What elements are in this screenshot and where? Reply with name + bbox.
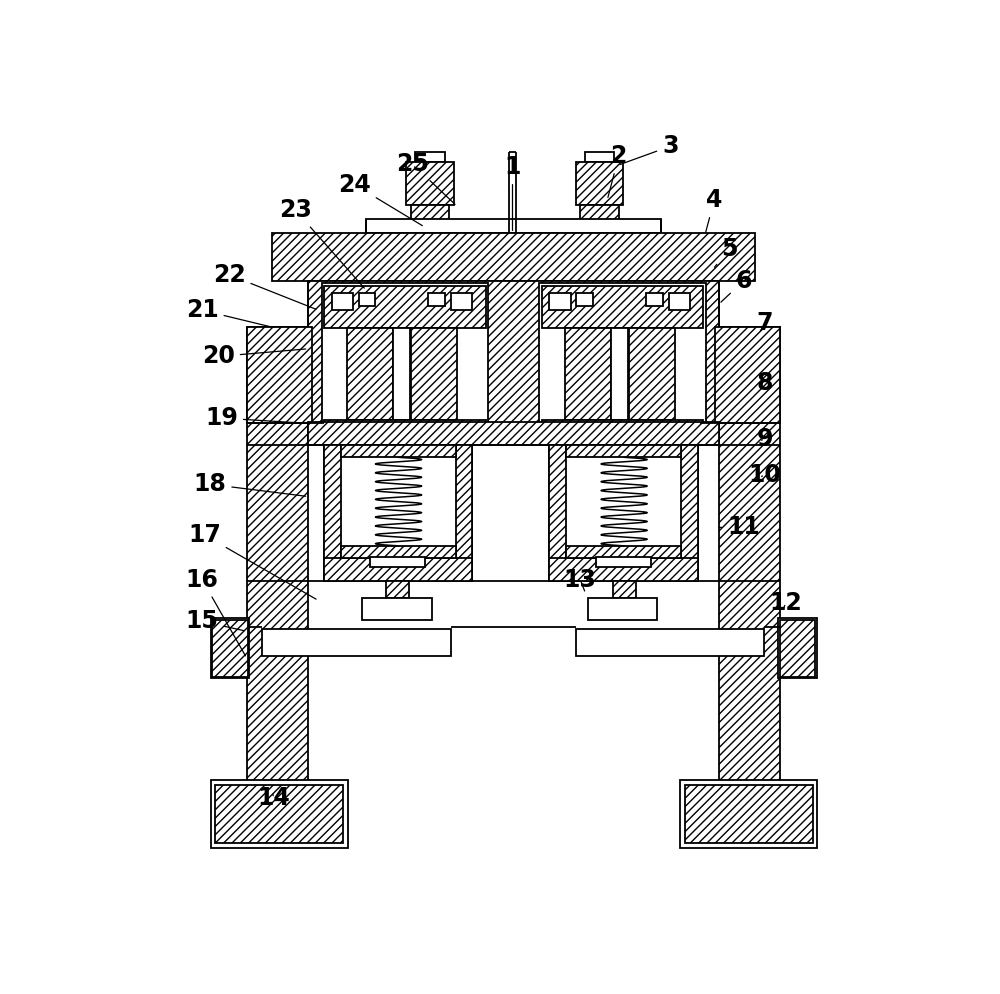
Bar bbox=[542, 420, 703, 435]
Bar bbox=[549, 445, 566, 581]
Bar bbox=[215, 784, 343, 843]
Bar bbox=[629, 328, 675, 420]
Bar bbox=[715, 327, 780, 423]
Bar bbox=[324, 445, 341, 581]
Bar bbox=[588, 598, 657, 620]
Bar bbox=[324, 420, 486, 435]
Bar bbox=[341, 546, 456, 559]
Text: 4: 4 bbox=[706, 188, 722, 232]
Bar bbox=[341, 445, 456, 457]
Text: 7: 7 bbox=[757, 311, 773, 335]
Bar bbox=[451, 293, 472, 310]
Text: 3: 3 bbox=[620, 134, 679, 165]
Bar bbox=[646, 293, 663, 305]
Text: 22: 22 bbox=[213, 262, 316, 309]
Bar bbox=[549, 559, 698, 581]
Text: 8: 8 bbox=[757, 371, 773, 395]
Bar bbox=[585, 152, 614, 162]
Text: 20: 20 bbox=[202, 345, 306, 369]
Text: 17: 17 bbox=[188, 523, 316, 599]
Bar bbox=[542, 285, 703, 328]
Text: 16: 16 bbox=[186, 568, 245, 656]
Bar bbox=[576, 629, 764, 656]
Bar bbox=[262, 629, 451, 656]
Bar bbox=[358, 293, 375, 305]
Bar bbox=[272, 234, 755, 281]
Text: 23: 23 bbox=[279, 198, 364, 288]
Text: 10: 10 bbox=[749, 463, 781, 487]
Bar bbox=[613, 581, 636, 598]
Bar bbox=[332, 293, 353, 310]
Bar bbox=[680, 780, 817, 848]
Bar bbox=[576, 293, 593, 305]
Bar bbox=[211, 618, 249, 678]
Bar bbox=[415, 152, 445, 162]
Bar bbox=[539, 283, 706, 423]
Bar bbox=[211, 780, 348, 848]
Bar bbox=[247, 327, 308, 781]
Bar bbox=[366, 220, 661, 234]
Bar bbox=[411, 205, 449, 234]
Bar bbox=[549, 293, 571, 310]
Text: 5: 5 bbox=[714, 237, 738, 267]
Bar bbox=[681, 445, 698, 581]
Text: 18: 18 bbox=[193, 472, 306, 496]
Text: 24: 24 bbox=[338, 173, 422, 226]
Bar bbox=[324, 559, 472, 581]
Text: 6: 6 bbox=[721, 269, 752, 302]
Bar bbox=[308, 421, 719, 445]
Bar bbox=[370, 557, 425, 568]
Text: 12: 12 bbox=[769, 590, 802, 615]
Text: 2: 2 bbox=[608, 144, 627, 198]
Text: 9: 9 bbox=[757, 426, 773, 451]
Bar bbox=[247, 327, 312, 423]
Bar bbox=[324, 285, 486, 328]
Bar bbox=[212, 620, 248, 677]
Text: 13: 13 bbox=[564, 568, 597, 591]
Bar bbox=[411, 328, 457, 420]
Text: 19: 19 bbox=[205, 406, 306, 430]
Bar bbox=[308, 281, 719, 423]
Bar bbox=[565, 328, 611, 420]
Bar bbox=[347, 328, 393, 420]
Text: 1: 1 bbox=[504, 155, 521, 231]
Bar bbox=[780, 620, 815, 677]
Text: 14: 14 bbox=[257, 786, 290, 810]
Bar bbox=[580, 205, 619, 234]
Bar bbox=[566, 546, 681, 559]
Bar bbox=[685, 784, 813, 843]
Text: 15: 15 bbox=[186, 609, 244, 633]
Bar bbox=[324, 445, 472, 581]
Bar bbox=[386, 581, 409, 598]
Bar bbox=[778, 618, 817, 678]
Text: 21: 21 bbox=[186, 298, 270, 326]
Bar bbox=[322, 283, 488, 423]
Bar bbox=[428, 293, 445, 305]
Text: 11: 11 bbox=[719, 515, 760, 540]
Bar bbox=[393, 328, 410, 420]
Text: 25: 25 bbox=[396, 152, 455, 205]
Bar bbox=[596, 557, 651, 568]
Bar bbox=[406, 162, 454, 205]
Bar bbox=[566, 445, 681, 457]
Bar bbox=[611, 328, 628, 420]
Bar bbox=[549, 445, 698, 581]
Bar bbox=[456, 445, 472, 581]
Bar bbox=[669, 293, 690, 310]
Bar bbox=[362, 598, 432, 620]
Bar bbox=[719, 327, 780, 781]
Bar bbox=[576, 162, 623, 205]
